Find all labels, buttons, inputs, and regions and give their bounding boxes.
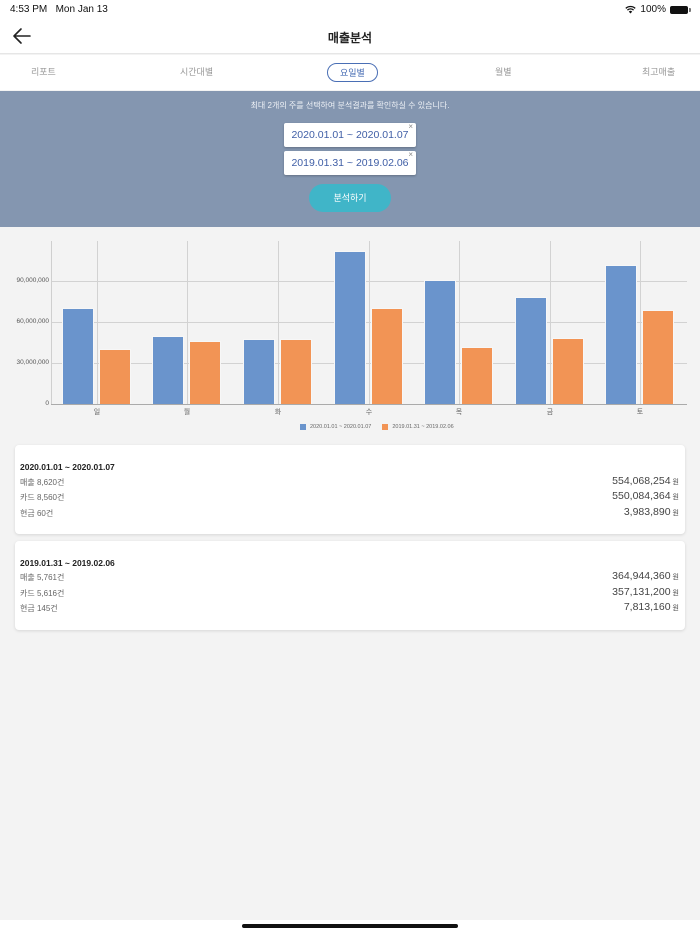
x-axis (51, 404, 687, 405)
status-time: 4:53 PM Mon Jan 13 (10, 4, 108, 15)
home-indicator[interactable] (242, 924, 458, 928)
wifi-icon (625, 5, 637, 14)
filter-hint: 최대 2개의 주를 선택하여 분석결과를 확인하실 수 있습니다. (250, 101, 450, 110)
x-tick-label: 화 (274, 409, 282, 416)
page-title: 매출분석 (327, 31, 373, 45)
legend-swatch-series2 (382, 424, 389, 430)
row-amount: 7,813,160 원 (623, 601, 679, 613)
bar-series1 (152, 335, 184, 404)
weekday-bar-chart: 0 30,000,000 60,000,000 90,000,000 일 월 화… (0, 228, 700, 438)
grid-line (550, 241, 551, 404)
row-label: 카드 8,560건 (20, 493, 65, 502)
remove-icon[interactable]: × (408, 122, 413, 131)
legend-label: 2020.01.01 ~ 2020.01.07 (310, 424, 372, 430)
home-indicator-area (0, 920, 700, 934)
row-label: 매출 8,620건 (20, 478, 65, 487)
grid-line (278, 241, 279, 404)
week-filter-panel: 최대 2개의 주를 선택하여 분석결과를 확인하실 수 있습니다. 2020.0… (0, 91, 700, 227)
analyze-button[interactable]: 분석하기 (309, 184, 391, 212)
date-range-chip-2[interactable]: 2019.01.31 ~ 2019.02.06 × (284, 150, 416, 175)
battery-percent: 100% (640, 4, 666, 15)
tab-by-weekday[interactable]: 요일별 (327, 63, 378, 82)
summary-card-1: 2020.01.01 ~ 2020.01.07 매출 8,620건 554,06… (15, 445, 685, 534)
bar-series2 (99, 349, 131, 404)
row-amount: 554,068,254 원 (612, 475, 679, 487)
date-range-chip-1[interactable]: 2020.01.01 ~ 2020.01.07 × (284, 122, 416, 147)
y-tick-label: 90,000,000 (16, 277, 49, 284)
grid-line (640, 241, 641, 404)
y-tick-label: 30,000,000 (16, 359, 49, 366)
bar-series2 (461, 347, 493, 404)
x-tick-label: 목 (455, 409, 463, 416)
nav-bar: 매출분석 (0, 20, 700, 54)
bar-series1 (424, 280, 456, 404)
bar-series2 (189, 341, 221, 404)
date-range-label: 2020.01.01 ~ 2020.01.07 (291, 129, 409, 141)
tab-top-sales[interactable]: 최고매출 (642, 67, 676, 77)
x-tick-label: 월 (183, 409, 191, 416)
bar-series2 (280, 339, 312, 404)
row-amount: 357,131,200 원 (612, 586, 679, 598)
x-tick-label: 금 (546, 409, 554, 416)
x-tick-label: 토 (636, 409, 644, 416)
row-amount: 3,983,890 원 (623, 506, 679, 518)
row-amount: 550,084,364 원 (612, 490, 679, 502)
bar-series1 (334, 250, 366, 404)
row-label: 현금 60건 (20, 509, 54, 518)
row-label: 현금 145건 (20, 604, 58, 613)
bar-series1 (605, 264, 637, 404)
bar-series2 (642, 309, 674, 404)
status-right: 100% (625, 4, 691, 15)
battery-icon (670, 5, 691, 14)
tab-by-month[interactable]: 월별 (495, 67, 512, 77)
bar-series1 (243, 339, 275, 404)
grid-line (187, 241, 188, 404)
tab-bar: 리포트 시간대별 요일별 월별 최고매출 (0, 55, 700, 90)
y-axis (51, 241, 52, 404)
tab-by-time[interactable]: 시간대별 (180, 67, 214, 77)
grid-line (97, 241, 98, 404)
bar-series1 (62, 307, 94, 404)
bar-series1 (515, 296, 547, 404)
x-tick-label: 수 (365, 409, 373, 416)
y-tick-label: 60,000,000 (16, 318, 49, 325)
remove-icon[interactable]: × (408, 150, 413, 159)
legend-swatch-series1 (300, 424, 306, 430)
grid-line (369, 241, 370, 404)
summary-title: 2020.01.01 ~ 2020.01.07 (20, 462, 115, 472)
bar-series2 (371, 307, 403, 404)
y-tick-label: 0 (45, 400, 49, 407)
tab-report[interactable]: 리포트 (31, 67, 56, 77)
row-label: 카드 5,616건 (20, 589, 65, 598)
back-arrow-icon[interactable] (10, 24, 34, 48)
status-bar: 4:53 PM Mon Jan 13 100% (0, 0, 700, 20)
row-amount: 364,944,360 원 (612, 570, 679, 582)
summary-card-2: 2019.01.31 ~ 2019.02.06 매출 5,761건 364,94… (15, 541, 685, 630)
bar-series2 (552, 338, 584, 404)
chart-legend: 2020.01.01 ~ 2020.01.07 2019.01.31 ~ 201… (300, 424, 454, 430)
legend-label: 2019.01.31 ~ 2019.02.06 (392, 424, 454, 430)
summary-title: 2019.01.31 ~ 2019.02.06 (20, 558, 115, 568)
date-range-label: 2019.01.31 ~ 2019.02.06 (291, 157, 409, 169)
grid-line (459, 241, 460, 404)
row-label: 매출 5,761건 (20, 573, 65, 582)
x-tick-label: 일 (93, 409, 101, 416)
